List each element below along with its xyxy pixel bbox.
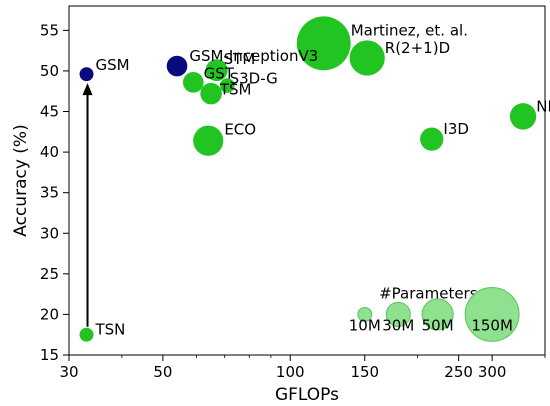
x-tick-label: 100 xyxy=(276,363,305,381)
y-tick-label: 30 xyxy=(40,224,59,242)
legend: #Parameters 10M 30M 50M 150M xyxy=(349,284,520,342)
point-label-r-2-1-d: R(2+1)D xyxy=(385,39,450,57)
point-gst xyxy=(182,71,204,93)
y-tick-label: 55 xyxy=(40,21,59,39)
legend-marker-10m xyxy=(357,306,373,322)
point-gsm-inceptionv3 xyxy=(166,55,188,77)
point-gsm xyxy=(79,67,94,82)
x-tick-label: 300 xyxy=(478,363,507,381)
point-eco xyxy=(193,125,224,156)
point-label-s3d-g: S3D-G xyxy=(230,70,278,88)
point-label-tsm: TSM xyxy=(219,81,252,99)
legend-marker-50m xyxy=(421,298,454,331)
legend-title: #Parameters xyxy=(379,284,478,302)
point-label-stm: STM xyxy=(224,50,256,68)
legend-label-50m: 50M xyxy=(422,316,454,334)
y-tick-label: 45 xyxy=(40,103,59,121)
x-tick-label: 250 xyxy=(444,363,473,381)
point-label-gst: GST xyxy=(204,64,235,82)
data-points xyxy=(79,16,537,342)
x-tick-label: 30 xyxy=(59,363,78,381)
point-tsn xyxy=(79,327,94,342)
point-r-2-1-d xyxy=(349,40,385,76)
point-stm xyxy=(205,59,228,82)
point-nl xyxy=(509,103,537,130)
point-martinez-et-al xyxy=(296,16,351,71)
point-label-gsm: GSM xyxy=(95,56,129,74)
y-tick-label: 35 xyxy=(40,184,59,202)
y-tick-label: 40 xyxy=(40,143,59,161)
point-tsm xyxy=(200,82,222,105)
legend-label-150m: 150M xyxy=(471,316,513,334)
legend-label-10m: 10M xyxy=(349,316,381,334)
y-tick-label: 50 xyxy=(40,62,59,80)
legend-label-30m: 30M xyxy=(382,316,414,334)
point-s3d-g xyxy=(220,78,235,93)
y-axis-label: Accuracy (%) xyxy=(11,124,31,236)
arrow-head-icon xyxy=(82,83,93,96)
y-tick-label: 20 xyxy=(40,305,59,323)
plot-frame xyxy=(68,5,546,356)
y-tick-label: 15 xyxy=(40,346,59,364)
point-label-eco: ECO xyxy=(224,121,256,139)
y-tick-label: 25 xyxy=(40,265,59,283)
y-axis: 15 20 25 30 35 40 45 50 55 xyxy=(40,21,69,364)
legend-marker-150m xyxy=(464,286,520,342)
legend-marker-30m xyxy=(385,301,411,327)
point-label-gsm-inceptionv3: GSM-InceptionV3 xyxy=(189,47,318,65)
point-i3d xyxy=(420,127,444,151)
x-axis: 30 50 100 150 250 300 xyxy=(59,355,546,381)
x-axis-label: GFLOPs xyxy=(275,385,339,405)
point-label-nl: NL xyxy=(536,97,550,115)
point-label-i3d: I3D xyxy=(443,120,469,138)
point-label-tsn: TSN xyxy=(94,321,125,339)
point-label-martinez-et-al: Martinez, et. al. xyxy=(351,21,468,39)
x-tick-label: 150 xyxy=(350,363,379,381)
x-tick-label: 50 xyxy=(153,363,172,381)
